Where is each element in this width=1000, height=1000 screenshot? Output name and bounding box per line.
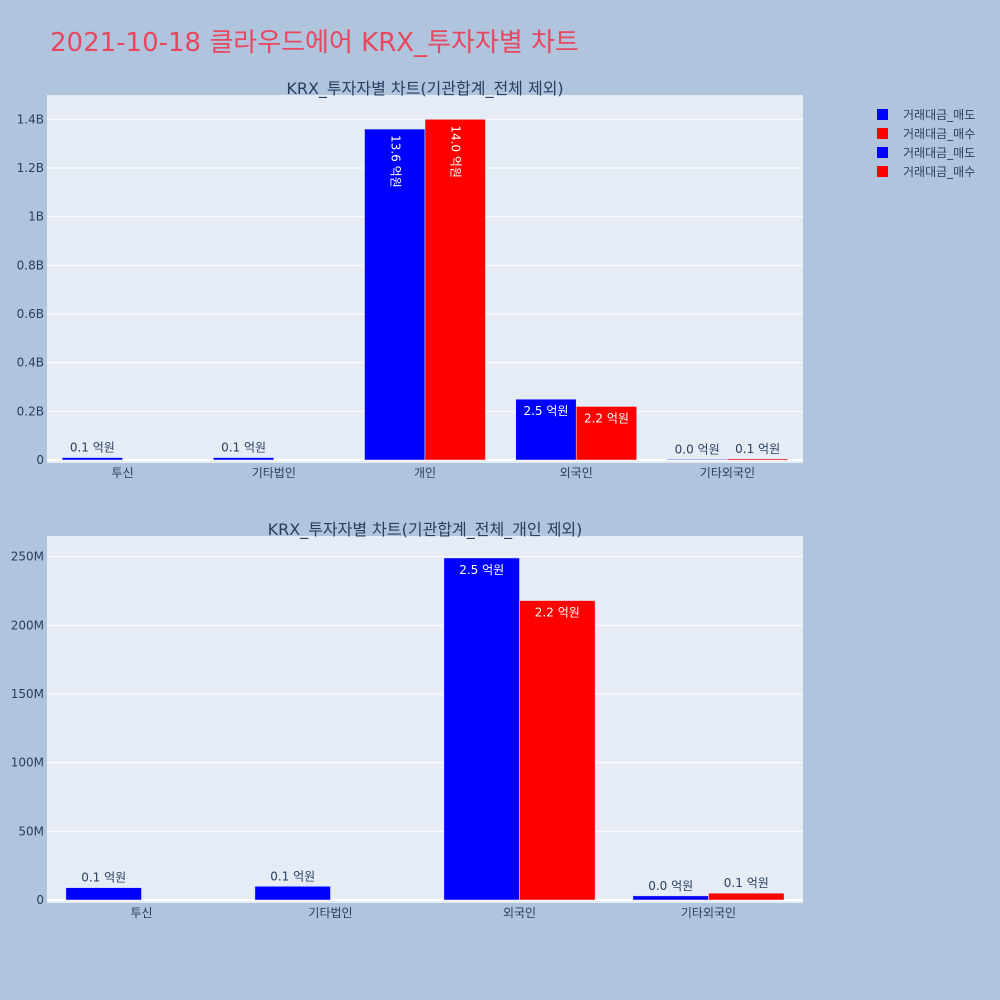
- bar-sell: [666, 459, 728, 461]
- bar-sell: [443, 557, 520, 901]
- y-tick-label: 0: [36, 893, 44, 907]
- data-label: 0.1 억원: [70, 441, 115, 455]
- data-label: 13.6 억원: [388, 135, 402, 188]
- y-tick-label: 0.8B: [17, 258, 44, 272]
- x-tick-label: 투신: [130, 906, 152, 920]
- chart-title: KRX_투자자별 차트(기관합계_전체_개인 제외): [268, 520, 583, 540]
- bar-sell: [632, 895, 709, 901]
- bar-sell: [61, 457, 123, 461]
- legend-swatch: [877, 109, 888, 120]
- y-tick-label: 0: [36, 453, 44, 467]
- chart-panel-1: 0 0.2B 0.4B 0.6B 0.8B 1B 1.2B 1.4B KRX_투자자별 차트(기…: [17, 79, 803, 480]
- y-tick-label: 1.4B: [17, 112, 44, 126]
- x-tick-label: 개인: [414, 466, 436, 480]
- data-label: 2.2 억원: [584, 411, 629, 425]
- x-tick-label: 기타외국인: [681, 906, 736, 920]
- y-tick-label: 0.4B: [17, 356, 44, 370]
- chart-panel-2: 0 50M 100M 150M 200M 250M KRX_투자자별 차트(기관합계_전체_…: [11, 520, 803, 920]
- x-tick-label: 기타법인: [252, 466, 296, 480]
- y-tick-label: 1B: [28, 210, 44, 224]
- y-tick-label: 1.2B: [17, 161, 44, 175]
- bar-sell: [515, 398, 577, 461]
- legend-item-label: 거래대금_매도: [903, 108, 975, 122]
- bar-buy: [424, 119, 486, 461]
- y-tick-label: 100M: [11, 756, 44, 770]
- data-label: 2.2 억원: [535, 606, 580, 620]
- data-label: 0.0 억원: [648, 879, 693, 893]
- data-label: 0.1 억원: [270, 869, 315, 883]
- x-tick-label: 기타법인: [308, 906, 352, 920]
- bar-buy: [575, 406, 637, 461]
- bar-sell: [364, 128, 426, 461]
- x-tick-label: 외국인: [503, 906, 536, 920]
- x-tick-label: 기타외국인: [700, 466, 755, 480]
- legend-item-label: 거래대금_매수: [903, 165, 975, 179]
- x-tick-label: 투신: [112, 466, 134, 480]
- bar-sell: [65, 887, 142, 901]
- y-tick-label: 0.2B: [17, 404, 44, 418]
- legend-item-label: 거래대금_매수: [903, 127, 975, 141]
- main-title: 2021-10-18 클라우드에어 KRX_투자자별 차트: [50, 28, 579, 58]
- legend-item-label: 거래대금_매도: [903, 146, 975, 160]
- data-label: 0.1 억원: [221, 441, 266, 455]
- data-label: 14.0 억원: [449, 125, 463, 178]
- plot-area: [47, 536, 803, 903]
- data-label: 2.5 억원: [459, 563, 504, 577]
- y-tick-label: 250M: [11, 550, 44, 564]
- data-label: 0.1 억원: [735, 442, 780, 456]
- bar-sell: [254, 886, 331, 901]
- data-label: 0.1 억원: [81, 871, 126, 885]
- legend-swatch: [877, 147, 888, 158]
- data-label: 2.5 억원: [523, 404, 568, 418]
- data-label: 0.0 억원: [675, 442, 720, 456]
- x-tick-label: 외국인: [560, 466, 593, 480]
- y-tick-label: 50M: [18, 824, 44, 838]
- bar-buy: [708, 892, 785, 901]
- y-tick-label: 0.6B: [17, 307, 44, 321]
- data-label: 0.1 억원: [724, 876, 769, 890]
- chart-title: KRX_투자자별 차트(기관합계_전체 제외): [286, 79, 563, 99]
- y-tick-label: 150M: [11, 687, 44, 701]
- legend-swatch: [877, 128, 888, 139]
- y-tick-label: 200M: [11, 618, 44, 632]
- legend-swatch: [877, 166, 888, 177]
- bar-buy: [727, 458, 789, 461]
- bar-buy: [519, 600, 596, 901]
- bar-sell: [213, 457, 275, 461]
